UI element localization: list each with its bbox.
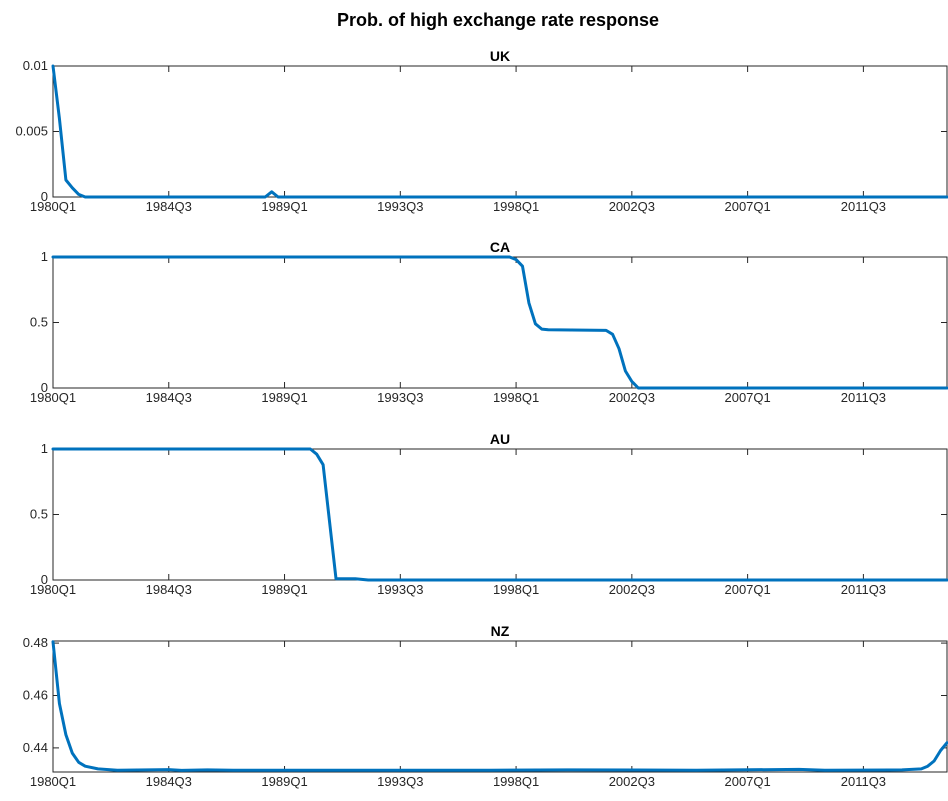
x-tick-label: 1993Q3 — [377, 390, 423, 405]
panel-title: UK — [490, 48, 510, 64]
axes-box — [52, 256, 948, 389]
series-line-uk — [51, 64, 948, 199]
y-tick-label: 0.46 — [23, 687, 48, 702]
x-tick-label: 2007Q1 — [724, 199, 770, 214]
x-tick-label: 1984Q3 — [146, 774, 192, 789]
x-tick-label: 2007Q1 — [724, 582, 770, 597]
x-tick-label: 1998Q1 — [493, 774, 539, 789]
x-tick-label: 1980Q1 — [30, 390, 76, 405]
panel-uk: UK 1980Q1 1984Q3 1989Q1 1993Q3 1998Q1 2002Q3 20… — [15, 48, 948, 214]
y-tick-label: 1 — [41, 441, 48, 456]
x-tick-label: 2007Q1 — [724, 390, 770, 405]
panel-au: AU 1980Q1 1984Q3 1989Q1 1993Q3 1998Q1 2002Q3 20… — [30, 431, 948, 597]
axes-box — [52, 640, 948, 773]
x-tick-label: 2011Q3 — [841, 199, 886, 214]
panel-ca: CA 1980Q1 1984Q3 1989Q1 1993Q3 1998Q1 2002Q3 20… — [30, 239, 948, 405]
y-tick-label: 0.005 — [15, 124, 48, 139]
x-tick-label: 2002Q3 — [609, 199, 655, 214]
x-tick-label: 1998Q1 — [493, 390, 539, 405]
series-line-nz — [51, 640, 948, 772]
x-tick-label: 1984Q3 — [146, 199, 192, 214]
x-tick-label: 1993Q3 — [377, 774, 423, 789]
y-tick-label: 1 — [41, 249, 48, 264]
series-line-ca — [51, 255, 948, 390]
x-tick-label: 1980Q1 — [30, 582, 76, 597]
y-tick-label: 0 — [41, 572, 48, 587]
x-tick-label: 2007Q1 — [724, 774, 770, 789]
x-tick-label: 1984Q3 — [146, 390, 192, 405]
figure-title: Prob. of high exchange rate response — [337, 10, 659, 30]
x-tick-label: 1998Q1 — [493, 199, 539, 214]
y-tick-label: 0 — [41, 380, 48, 395]
y-tick-label: 0.48 — [23, 635, 48, 650]
x-tick-label: 1984Q3 — [146, 582, 192, 597]
x-tick-label: 1989Q1 — [261, 774, 307, 789]
series-line-au — [51, 447, 948, 582]
y-tick-label: 0 — [41, 189, 48, 204]
panel-title: CA — [490, 239, 510, 255]
panel-nz: NZ 1980Q1 1984Q3 1989Q1 1993Q3 1998Q1 2002Q3 20… — [23, 623, 948, 789]
y-tick-label: 0.01 — [23, 58, 48, 73]
panel-title: NZ — [491, 623, 510, 639]
x-tick-label: 1993Q3 — [377, 199, 423, 214]
x-tick-label: 1989Q1 — [261, 390, 307, 405]
x-tick-label: 1998Q1 — [493, 582, 539, 597]
x-tick-label: 2011Q3 — [841, 774, 886, 789]
y-tick-label: 0.5 — [30, 315, 48, 330]
x-tick-label: 1980Q1 — [30, 774, 76, 789]
x-tick-label: 2011Q3 — [841, 582, 886, 597]
x-tick-label: 1989Q1 — [261, 199, 307, 214]
x-tick-label: 2002Q3 — [609, 774, 655, 789]
x-tick-label: 1980Q1 — [30, 199, 76, 214]
x-tick-label: 1989Q1 — [261, 582, 307, 597]
x-tick-label: 2002Q3 — [609, 390, 655, 405]
panel-title: AU — [490, 431, 510, 447]
panels: UK 1980Q1 1984Q3 1989Q1 1993Q3 1998Q1 2002Q3 20… — [15, 48, 948, 789]
x-tick-label: 1993Q3 — [377, 582, 423, 597]
x-tick-label: 2002Q3 — [609, 582, 655, 597]
axes-box — [52, 65, 948, 198]
y-tick-label: 0.44 — [23, 740, 48, 755]
x-tick-label: 2011Q3 — [841, 390, 886, 405]
axes-box — [52, 448, 948, 581]
y-tick-label: 0.5 — [30, 507, 48, 522]
